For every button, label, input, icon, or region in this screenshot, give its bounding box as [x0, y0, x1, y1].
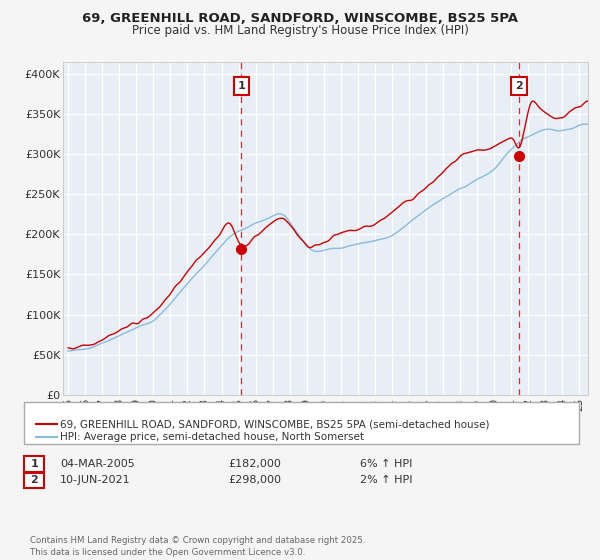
Text: 10-JUN-2021: 10-JUN-2021: [60, 475, 131, 485]
Text: 2% ↑ HPI: 2% ↑ HPI: [360, 475, 413, 485]
Text: Contains HM Land Registry data © Crown copyright and database right 2025.
This d: Contains HM Land Registry data © Crown c…: [30, 536, 365, 557]
Text: 6% ↑ HPI: 6% ↑ HPI: [360, 459, 412, 469]
Text: 1: 1: [31, 459, 38, 469]
Text: 2: 2: [31, 475, 38, 485]
Text: £298,000: £298,000: [228, 475, 281, 485]
Text: 1: 1: [238, 81, 245, 91]
Text: 2: 2: [515, 81, 523, 91]
Text: HPI: Average price, semi-detached house, North Somerset: HPI: Average price, semi-detached house,…: [60, 432, 364, 442]
Text: Price paid vs. HM Land Registry's House Price Index (HPI): Price paid vs. HM Land Registry's House …: [131, 24, 469, 37]
Text: 04-MAR-2005: 04-MAR-2005: [60, 459, 135, 469]
Text: 69, GREENHILL ROAD, SANDFORD, WINSCOMBE, BS25 5PA (semi-detached house): 69, GREENHILL ROAD, SANDFORD, WINSCOMBE,…: [60, 419, 490, 430]
Text: 69, GREENHILL ROAD, SANDFORD, WINSCOMBE, BS25 5PA: 69, GREENHILL ROAD, SANDFORD, WINSCOMBE,…: [82, 12, 518, 25]
Text: £182,000: £182,000: [228, 459, 281, 469]
